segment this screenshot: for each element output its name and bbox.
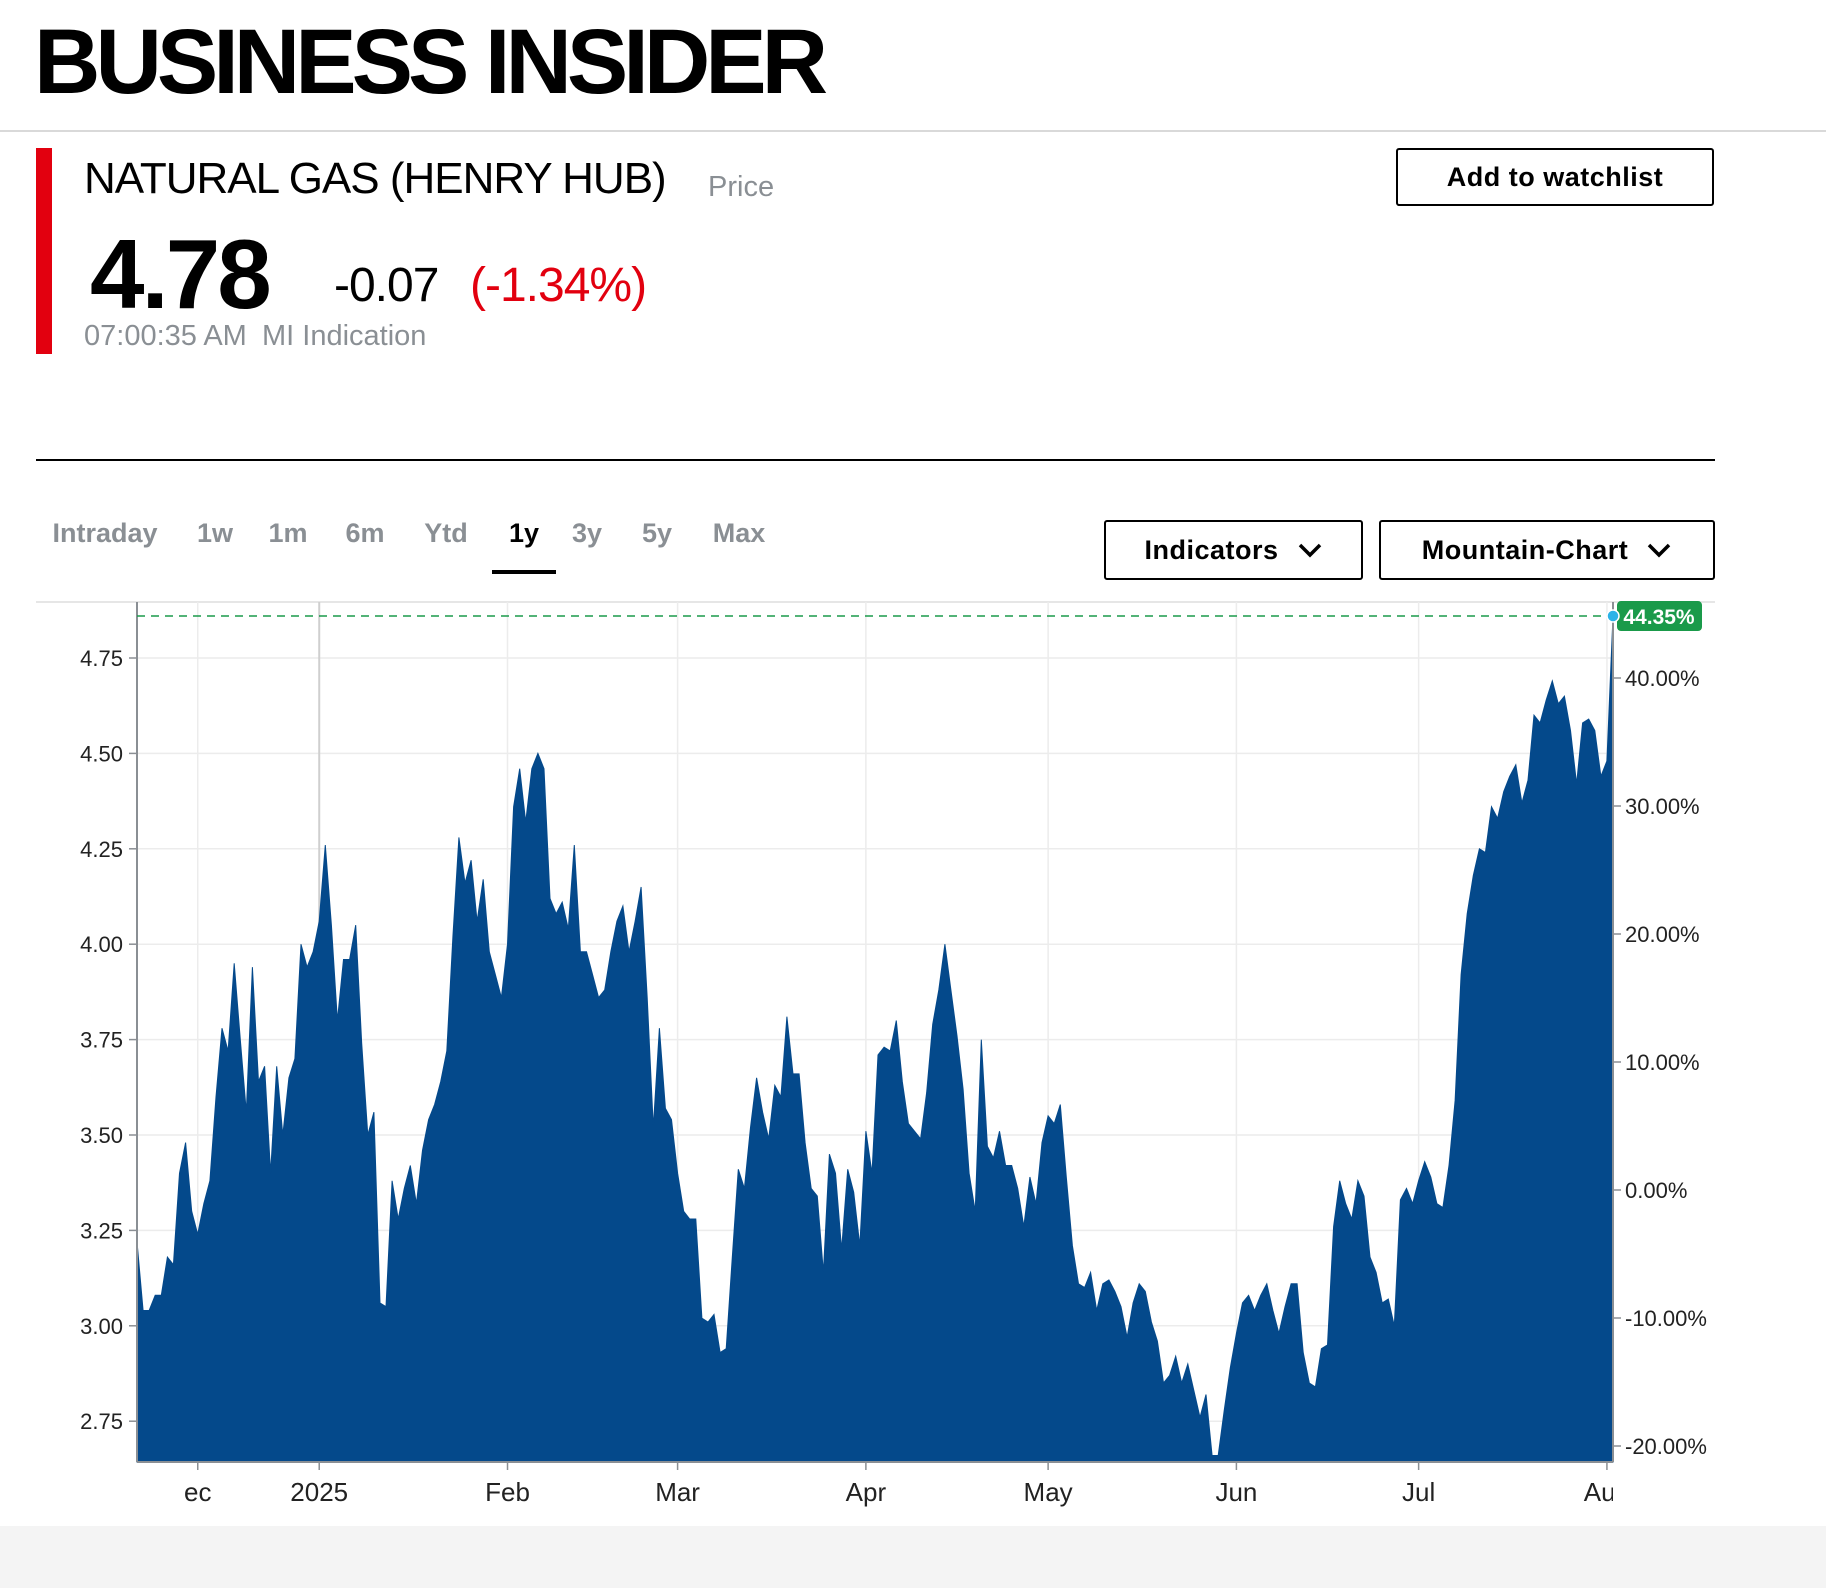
instrument-type-label: Price [708,171,775,203]
quote-timestamp: 07:00:35 AM [84,320,247,352]
footer-band [0,1526,1826,1588]
x-axis-tick-label: Feb [485,1477,530,1507]
tab-5y[interactable]: 5y [641,518,673,548]
y-axis-tick-label: 4.75 [80,646,123,671]
x-axis-tick-label: ec [184,1477,211,1507]
chart-type-label: Mountain-Chart [1421,534,1629,565]
chevron-down-icon [1298,543,1321,558]
y-axis-tick-label: 4.25 [80,837,123,862]
active-tab-indicator [492,570,556,574]
chevron-down-icon [1647,543,1671,558]
x-axis-tick-label: 2025 [290,1477,348,1507]
tab-3y[interactable]: 3y [571,518,603,548]
y-axis-tick-label: 3.50 [80,1123,123,1148]
y-axis-tick-label: 2.75 [80,1409,123,1434]
quote-accent-bar [36,148,52,354]
indicators-dropdown[interactable]: Indicators [1104,520,1363,580]
current-change-label: 44.35% [1623,606,1695,629]
instrument-name: NATURAL GAS (HENRY HUB) [84,154,667,203]
x-axis-tick-label: Jun [1215,1477,1257,1507]
indicators-label: Indicators [1144,534,1279,565]
x-axis-tick-label: May [1024,1477,1073,1507]
y2-axis-tick-label: -10.00% [1625,1306,1707,1331]
x-axis-tick-label: Apr [846,1477,887,1507]
x-axis-tick-label: Sep [1772,1477,1818,1507]
chart-type-dropdown[interactable]: Mountain-Chart [1379,520,1715,580]
tab-max[interactable]: Max [712,518,766,548]
current-price: 4.78 [90,219,272,329]
y-axis-tick-label: 4.00 [80,932,123,957]
y2-axis-tick-label: 0.00% [1625,1178,1687,1203]
quote-source: MI Indication [262,320,427,352]
brand-logo[interactable]: BUSINESS INSIDER [34,11,828,113]
tab-ytd[interactable]: Ytd [424,518,468,548]
y2-axis-tick-label: 30.00% [1625,794,1700,819]
y-axis-tick-label: 3.75 [80,1028,123,1053]
y2-axis-tick-label: -20.00% [1625,1434,1707,1459]
price-change: -0.07 [334,259,439,312]
header-divider [0,130,1826,132]
add-to-watchlist-button[interactable]: Add to watchlist [1396,148,1714,206]
x-axis-tick-label: Jul [1402,1477,1435,1507]
y-axis-tick-label: 4.50 [80,741,123,766]
current-change-badge [1617,601,1702,632]
tab-1w[interactable]: 1w [196,518,234,548]
section-divider [36,459,1715,461]
y2-axis-tick-label: 40.00% [1625,666,1700,691]
price-area-series [136,615,1614,1463]
y-axis-tick-label: 3.00 [80,1314,123,1339]
y2-axis-tick-label: 20.00% [1625,922,1700,947]
tab-1y[interactable]: 1y [508,518,540,548]
y-axis-tick-label: 3.25 [80,1218,123,1243]
price-change-percent: (-1.34%) [470,259,647,312]
tab-6m[interactable]: 6m [345,518,385,548]
x-axis-tick-label: Aug [1584,1477,1630,1507]
current-value-marker [1606,609,1620,623]
tab-intraday[interactable]: Intraday [52,518,158,548]
tab-1m[interactable]: 1m [268,518,308,548]
x-axis-tick-label: Mar [655,1477,700,1507]
y2-axis-tick-label: 10.00% [1625,1050,1700,1075]
